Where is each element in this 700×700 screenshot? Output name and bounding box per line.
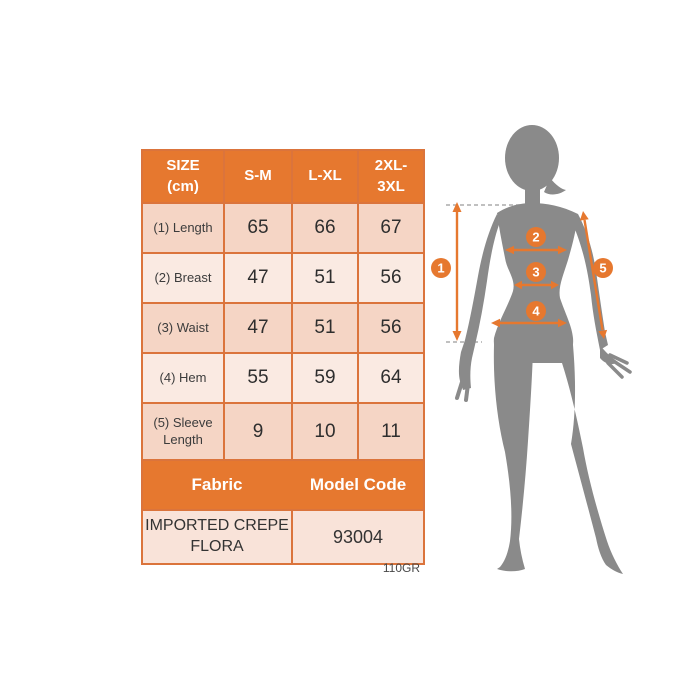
- measurement-cell: 47: [223, 302, 293, 354]
- row-label: (1) Length: [141, 202, 225, 254]
- measurement-cell: 47: [223, 252, 293, 304]
- model-code-value-cell: 93004: [291, 509, 425, 565]
- dashed-reference-lines: [446, 204, 524, 343]
- table-header-row: SIZE (cm) S-M L-XL 2XL- 3XL: [141, 149, 425, 204]
- measurement-cell: 64: [357, 352, 425, 404]
- measurement-cell: 56: [357, 252, 425, 304]
- header-size-2xl3xl: 2XL- 3XL: [357, 149, 425, 204]
- measurement-cell: 55: [223, 352, 293, 404]
- svg-text:1: 1: [437, 261, 444, 276]
- measurement-cell: 51: [291, 252, 359, 304]
- header-size-cm: SIZE (cm): [141, 149, 225, 204]
- row-label: (3) Waist: [141, 302, 225, 354]
- header-size-lxl: L-XL: [291, 149, 359, 204]
- measurement-cell: 9: [223, 402, 293, 461]
- svg-text:3: 3: [532, 265, 539, 280]
- table-row-breast: (2) Breast 47 51 56: [141, 252, 425, 304]
- row-label: (5) Sleeve Length: [141, 402, 225, 461]
- measurement-cell: 56: [357, 302, 425, 354]
- fabric-header-cell: Fabric: [141, 459, 293, 511]
- model-code-header-cell: Model Code: [291, 459, 425, 511]
- size-table: SIZE (cm) S-M L-XL 2XL- 3XL (1) Length 6…: [141, 149, 425, 565]
- marker-2: 2: [526, 227, 546, 247]
- measurement-cell: 11: [357, 402, 425, 461]
- table-row-hem: (4) Hem 55 59 64: [141, 352, 425, 404]
- svg-text:2: 2: [532, 230, 539, 245]
- measurement-cell: 67: [357, 202, 425, 254]
- measurement-cell: 66: [291, 202, 359, 254]
- fabric-weight-note: 110GR: [382, 561, 420, 575]
- table-row-waist: (3) Waist 47 51 56: [141, 302, 425, 354]
- header-size-sm: S-M: [223, 149, 293, 204]
- arrow-sleeve: [579, 211, 608, 339]
- row-label: (2) Breast: [141, 252, 225, 304]
- female-silhouette: [455, 125, 632, 574]
- measurement-cell: 65: [223, 202, 293, 254]
- svg-text:5: 5: [599, 261, 606, 276]
- arrow-breast: [505, 245, 567, 255]
- measurement-cell: 59: [291, 352, 359, 404]
- row-label: (4) Hem: [141, 352, 225, 404]
- table-row-sleeve-length: (5) Sleeve Length 9 10 11: [141, 402, 425, 461]
- fabric-value-cell: IMPORTED CREPE FLORA: [141, 509, 293, 565]
- measurement-markers: 1 2 3 4 5: [431, 227, 613, 321]
- svg-text:4: 4: [532, 304, 540, 319]
- arrow-hem: [491, 318, 567, 328]
- marker-5: 5: [593, 258, 613, 278]
- measurement-cell: 10: [291, 402, 359, 461]
- arrow-length: [452, 202, 462, 341]
- table-footer-value-row: IMPORTED CREPE FLORA 93004: [141, 509, 425, 565]
- table-row-length: (1) Length 65 66 67: [141, 202, 425, 254]
- table-footer-header-row: Fabric Model Code: [141, 459, 425, 511]
- measurement-figure: 1 2 3 4 5: [431, 125, 632, 574]
- marker-3: 3: [526, 262, 546, 282]
- arrow-waist: [514, 280, 559, 290]
- marker-4: 4: [526, 301, 546, 321]
- measurement-arrows: [452, 202, 608, 341]
- measurement-cell: 51: [291, 302, 359, 354]
- marker-1: 1: [431, 258, 451, 278]
